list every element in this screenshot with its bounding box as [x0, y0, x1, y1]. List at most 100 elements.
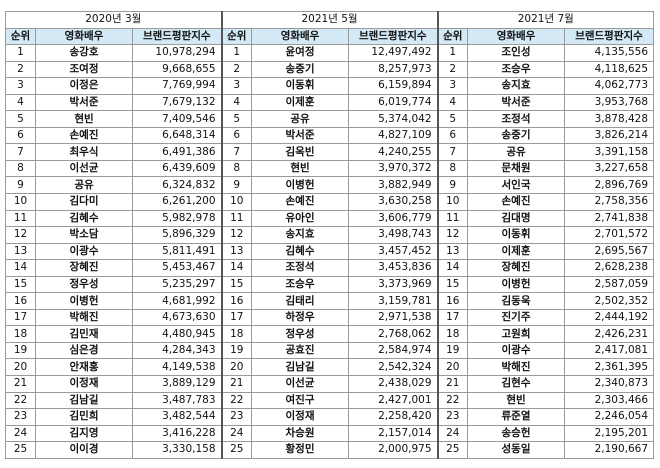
brand-index-cell: 5,235,297 [131, 275, 223, 294]
brand-index-cell: 4,681,992 [131, 292, 223, 310]
brand-index-cell: 4,062,773 [564, 77, 655, 95]
actor-name-cell: 안재홍 [35, 358, 133, 377]
brand-index-cell: 9,668,655 [131, 60, 223, 79]
actor-name-cell: 이병헌 [251, 176, 350, 195]
rank-cell: 1 [437, 44, 469, 62]
actor-name-cell: 이광수 [35, 242, 133, 261]
rank-cell: 10 [437, 193, 469, 211]
rank-header: 순위 [5, 27, 36, 46]
rank-cell: 14 [437, 259, 469, 277]
rank-cell: 8 [221, 159, 253, 178]
actor-name-cell: 최우식 [35, 143, 133, 161]
rank-cell: 18 [5, 325, 36, 343]
actor-name-cell: 현빈 [35, 110, 133, 128]
rank-cell: 18 [221, 325, 253, 343]
brand-index-cell: 4,827,109 [348, 126, 439, 145]
actor-name-cell: 손예진 [251, 193, 350, 211]
brand-index-cell: 2,438,029 [348, 375, 439, 393]
actor-name-cell: 조여정 [35, 60, 133, 79]
actor-name-cell: 진기주 [467, 308, 566, 327]
brand-index-cell: 2,157,014 [348, 424, 439, 443]
table-row: 2 조여정 9,668,655 2 송중기 8,257,973 2 조승우 4,118,625 [5, 60, 655, 79]
brand-index-cell: 3,970,372 [348, 159, 439, 178]
brand-index-cell: 3,227,658 [564, 159, 655, 178]
rank-cell: 23 [221, 408, 253, 426]
brand-index-cell: 2,258,420 [348, 408, 439, 426]
rank-cell: 25 [5, 441, 36, 459]
brand-index-cell: 3,416,228 [131, 424, 223, 443]
actor-name-cell: 공유 [251, 110, 350, 128]
rank-cell: 13 [221, 242, 253, 261]
brand-index-cell: 5,982,978 [131, 209, 223, 228]
actor-name-cell: 이제훈 [251, 93, 350, 112]
rank-cell: 7 [221, 143, 253, 161]
brand-index-cell: 2,701,572 [564, 226, 655, 244]
rank-cell: 13 [437, 242, 469, 261]
rank-cell: 21 [5, 375, 36, 393]
rank-cell: 18 [437, 325, 469, 343]
brand-index-cell: 12,497,492 [348, 44, 439, 62]
rank-cell: 12 [437, 226, 469, 244]
table-row: 4 박서준 7,679,132 4 이제훈 6,019,774 4 박서준 3,953,768 [5, 93, 655, 112]
rank-cell: 5 [437, 110, 469, 128]
brand-index-cell: 2,741,838 [564, 209, 655, 228]
actor-name-cell: 손예진 [35, 126, 133, 145]
rank-cell: 19 [5, 341, 36, 360]
rank-cell: 9 [221, 176, 253, 195]
brand-index-cell: 2,502,352 [564, 292, 655, 310]
actor-header: 영화배우 [35, 27, 133, 46]
actor-name-cell: 김남길 [35, 391, 133, 410]
actor-name-cell: 조정석 [467, 110, 566, 128]
table-row: 20 안재홍 4,149,538 20 김남길 2,542,324 20 박해진 2,361,3… [5, 358, 655, 377]
actor-name-cell: 문채원 [467, 159, 566, 178]
table-row: 15 정우성 5,235,297 15 조승우 3,373,969 15 이병헌 2,587,0… [5, 275, 655, 294]
actor-name-cell: 김다미 [35, 193, 133, 211]
table-row: 1 송강호 10,978,294 1 윤여정 12,497,492 1 조인성 4,135,55… [5, 44, 655, 62]
table-row: 10 김다미 6,261,200 10 손예진 3,630,258 10 손예진 2,758,3… [5, 193, 655, 211]
actor-name-cell: 차승원 [251, 424, 350, 443]
rank-cell: 8 [5, 159, 36, 178]
rank-cell: 11 [221, 209, 253, 228]
actor-name-cell: 김지영 [35, 424, 133, 443]
actor-name-cell: 성동일 [467, 441, 566, 459]
actor-name-cell: 박서준 [467, 93, 566, 112]
rank-cell: 17 [5, 308, 36, 327]
actor-name-cell: 이광수 [467, 341, 566, 360]
actor-name-cell: 조정석 [251, 259, 350, 277]
rank-cell: 22 [221, 391, 253, 410]
brand-index-cell: 2,417,081 [564, 341, 655, 360]
table-row: 3 이정은 7,769,994 3 이동휘 6,159,894 3 송지효 4,062,773 [5, 77, 655, 95]
rank-cell: 22 [5, 391, 36, 410]
actor-name-cell: 고원희 [467, 325, 566, 343]
rank-cell: 17 [437, 308, 469, 327]
actor-name-cell: 김혜수 [251, 242, 350, 261]
brand-index-cell: 2,340,873 [564, 375, 655, 393]
brand-index-cell: 7,679,132 [131, 93, 223, 112]
actor-name-cell: 공유 [467, 143, 566, 161]
actor-name-cell: 김민재 [35, 325, 133, 343]
actor-name-cell: 박해진 [467, 358, 566, 377]
actor-name-cell: 이정재 [35, 375, 133, 393]
index-header: 브랜드평판지수 [131, 27, 223, 46]
rank-cell: 10 [221, 193, 253, 211]
rank-cell: 2 [221, 60, 253, 79]
brand-index-cell: 2,246,054 [564, 408, 655, 426]
period-title: 2020년 3월 [4, 11, 223, 29]
rank-cell: 4 [221, 93, 253, 112]
actor-name-cell: 이선균 [35, 159, 133, 178]
actor-name-cell: 김옥빈 [251, 143, 350, 161]
actor-name-cell: 김민희 [35, 408, 133, 426]
ranking-tables: 2020년 3월 2021년 5월 2021년 7월 순위 영화배우 브랜드평판… [4, 11, 655, 459]
period-header-row: 2020년 3월 2021년 5월 2021년 7월 [4, 11, 655, 29]
actor-name-cell: 조승우 [467, 60, 566, 79]
brand-index-cell: 3,391,158 [564, 143, 655, 161]
actor-name-cell: 이정재 [251, 408, 350, 426]
index-header: 브랜드평판지수 [348, 27, 439, 46]
table-row: 12 박소담 5,896,329 12 송지효 3,498,743 12 이동휘 2,701,5… [5, 226, 655, 244]
rank-cell: 14 [5, 259, 36, 277]
actor-name-cell: 김태리 [251, 292, 350, 310]
actor-name-cell: 이이경 [35, 441, 133, 459]
rank-cell: 17 [221, 308, 253, 327]
rank-cell: 13 [5, 242, 36, 261]
table-row: 14 장혜진 5,453,467 14 조정석 3,453,836 14 장혜진 2,628,2… [5, 259, 655, 277]
